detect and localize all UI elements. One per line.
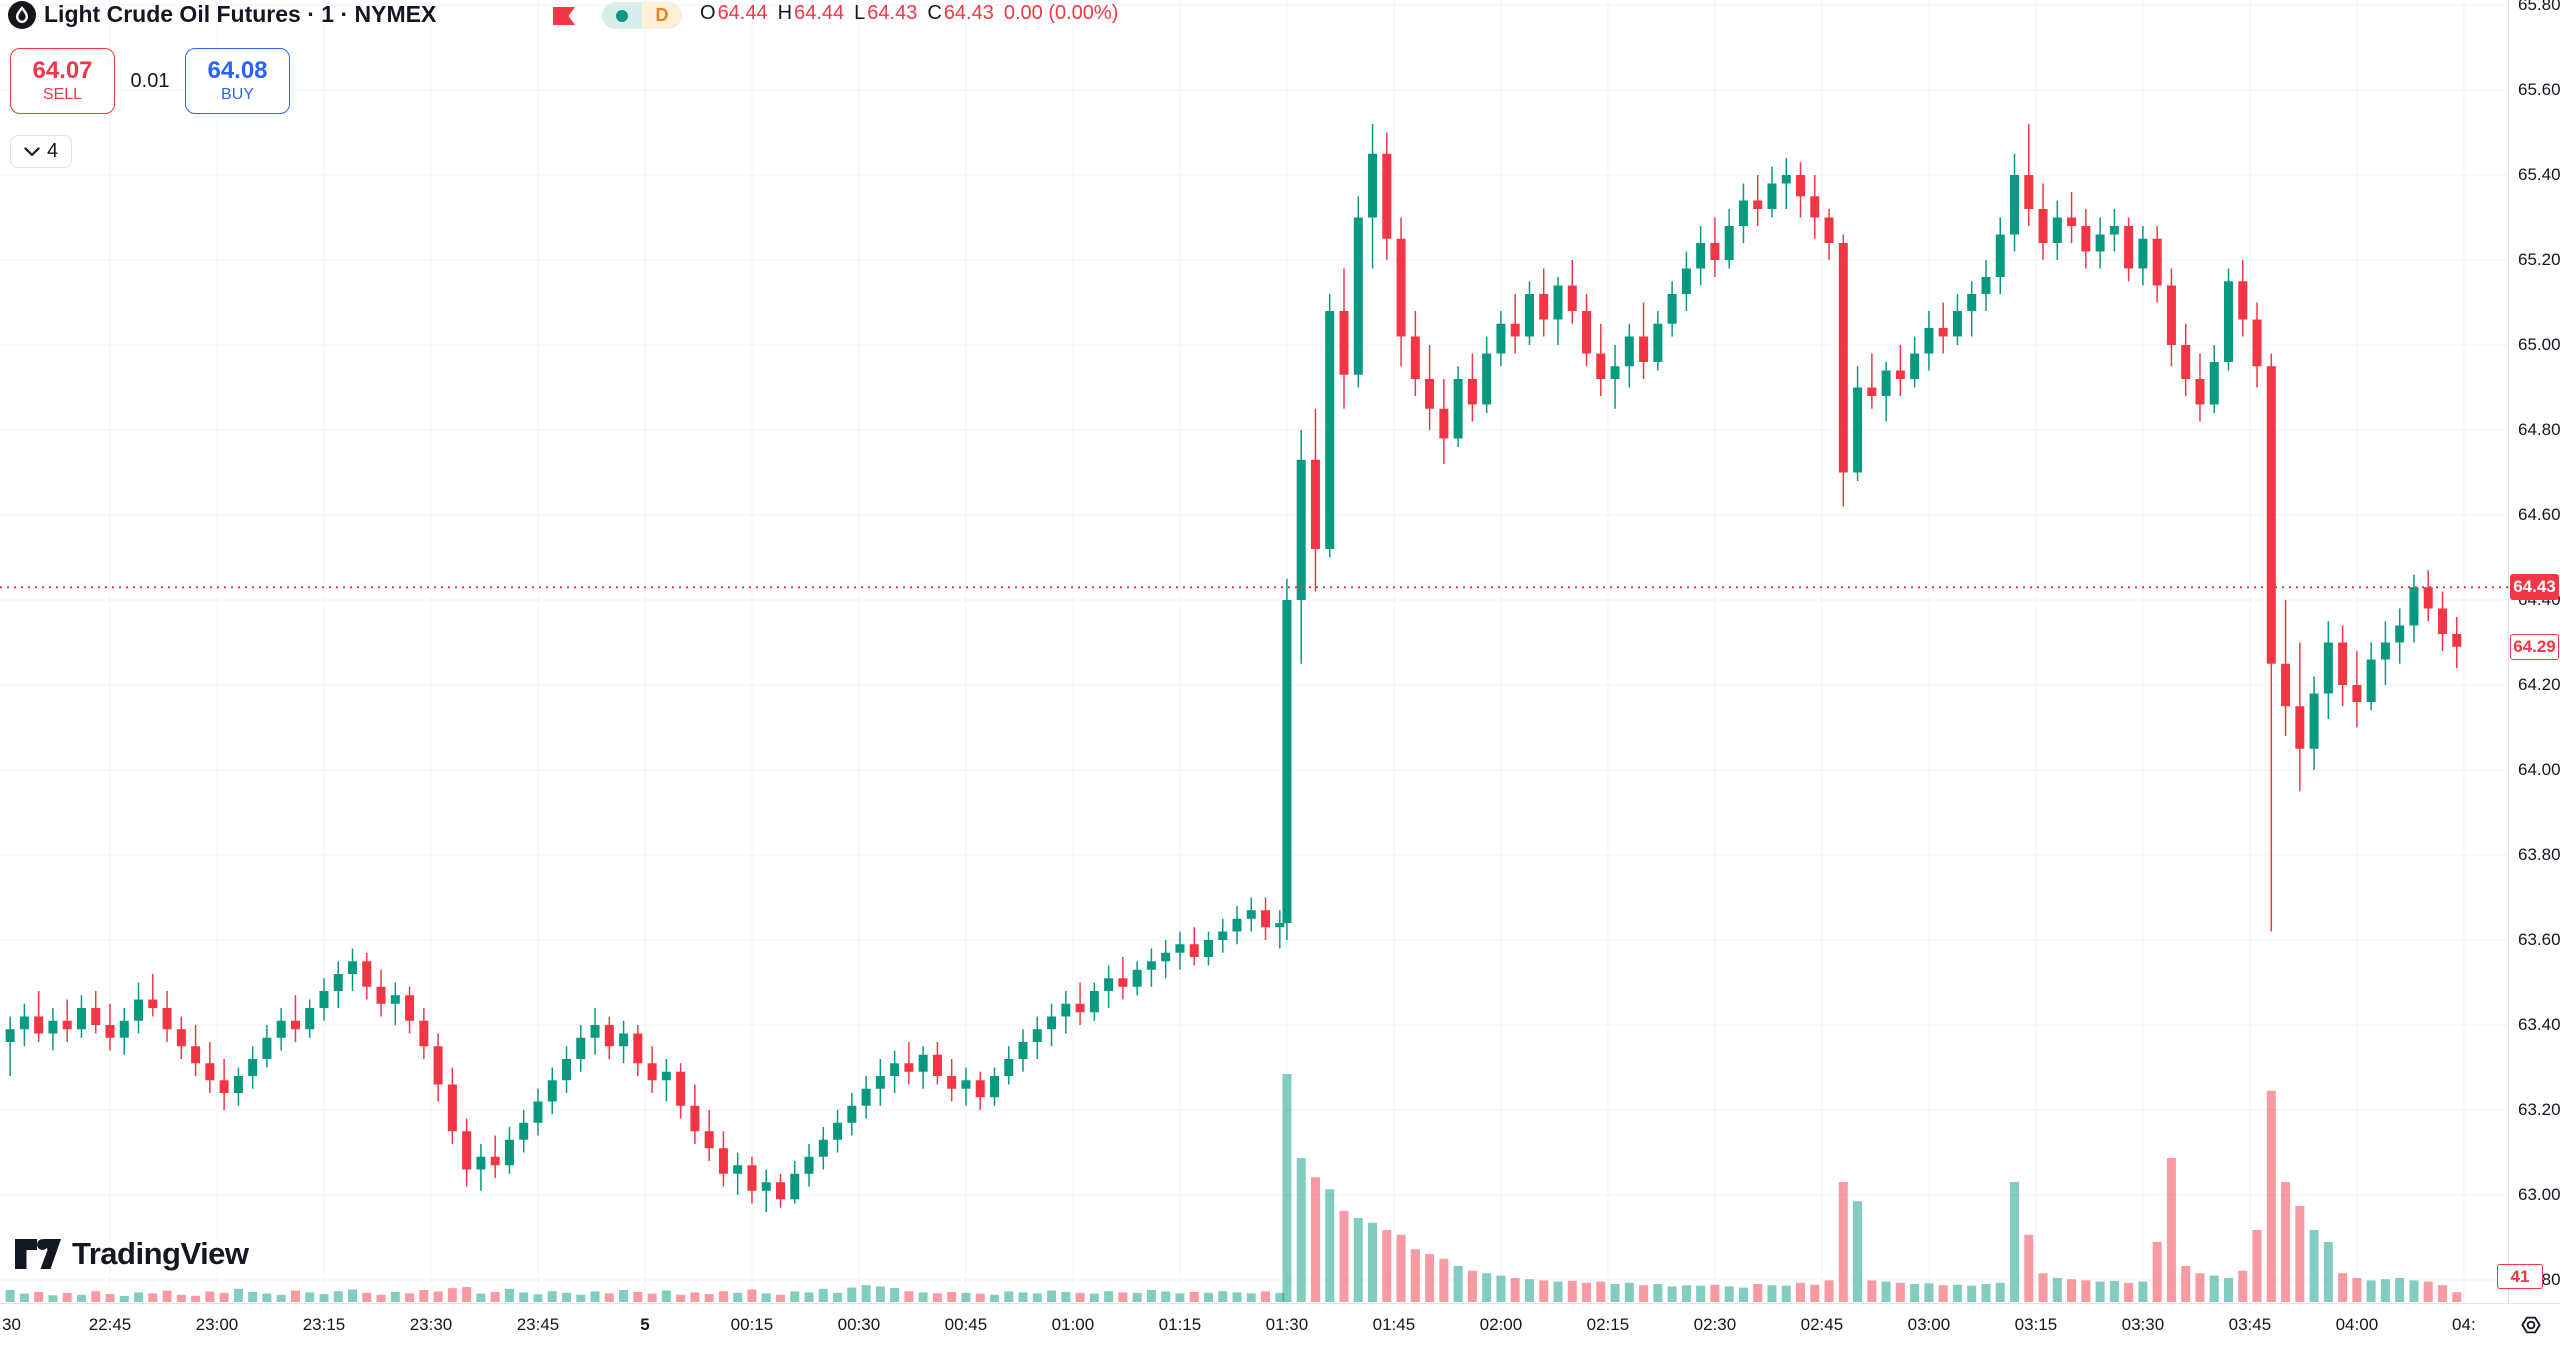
last-price-badge: 64.43 — [2510, 574, 2559, 601]
time-tick-label: 22:45 — [88, 1315, 132, 1334]
tradingview-logo-icon — [15, 1239, 61, 1269]
time-tick-label: 00:45 — [944, 1315, 988, 1334]
sell-label: SELL — [42, 86, 83, 103]
time-tick-label: 00:30 — [837, 1315, 881, 1334]
price-tick-label: 64.60 — [2518, 505, 2560, 524]
time-tick-label: 02:00 — [1479, 1315, 1523, 1334]
chart-settings-gear-icon[interactable] — [2518, 1312, 2544, 1338]
price-tick-label: 65.20 — [2518, 250, 2560, 269]
close-value: 64.43 — [943, 2, 994, 24]
time-tick-label: 01:30 — [1265, 1315, 1309, 1334]
tradingview-watermark[interactable]: TradingView — [14, 1236, 249, 1272]
flag-icon[interactable] — [552, 6, 576, 26]
price-tick-label: 65.80 — [2518, 0, 2560, 14]
price-axis[interactable]: 64.43 64.29 41 65.80 65.60 65.40 65.20 65.00… — [2497, 0, 2560, 1303]
time-axis[interactable]: 30 22:45 23:00 23:15 23:30 23:45 5 00:15 00:30 00… — [0, 1303, 2560, 1349]
time-tick-label: 04:00 — [2335, 1315, 2379, 1334]
price-tick-label: 63.40 — [2518, 1015, 2560, 1034]
price-tick-label: 65.40 — [2518, 165, 2560, 184]
time-tick-label: 23:45 — [516, 1315, 560, 1334]
close-label: C — [927, 2, 942, 24]
bar-close-price-badge: 64.29 — [2510, 633, 2559, 660]
price-tick-label: 63.60 — [2518, 930, 2560, 949]
time-tick-label: 03:15 — [2014, 1315, 2058, 1334]
symbol-title[interactable]: Light Crude Oil Futures · 1 · NYMEX — [44, 1, 437, 27]
price-tick-label: 63.00 — [2518, 1185, 2560, 1204]
object-tree-count: 4 — [46, 140, 59, 162]
time-tick-label: 23:30 — [409, 1315, 453, 1334]
open-value: 64.44 — [717, 2, 768, 24]
time-tick-label: 01:45 — [1372, 1315, 1416, 1334]
high-label: H — [777, 2, 793, 24]
price-tick-label: 64.20 — [2518, 675, 2560, 694]
time-tick-label: 03:30 — [2121, 1315, 2165, 1334]
time-tick-label: 23:15 — [302, 1315, 346, 1334]
chevron-down-icon — [24, 146, 40, 156]
oil-drop-symbol-logo — [8, 1, 36, 29]
time-tick-label: 02:45 — [1800, 1315, 1844, 1334]
object-tree-chip[interactable]: 4 — [10, 135, 72, 168]
time-tick-label: 02:30 — [1693, 1315, 1737, 1334]
buy-label: BUY — [221, 86, 254, 103]
delayed-data-badge[interactable]: D — [642, 2, 682, 29]
ohlc-legend: O 64.44 H 64.44 L 64.43 C 64.43 0.00 (0.00%) — [700, 2, 1120, 25]
price-tick-label: 64.00 — [2518, 760, 2560, 779]
time-tick-label: 03:45 — [2228, 1315, 2272, 1334]
time-tick-label: 03:00 — [1907, 1315, 1951, 1334]
market-status-pills[interactable]: D — [602, 2, 682, 29]
time-tick-label: 00:15 — [730, 1315, 774, 1334]
market-open-indicator[interactable] — [602, 2, 642, 29]
chart-plot-area[interactable] — [0, 0, 2508, 1303]
candlestick-chart[interactable] — [0, 0, 2508, 1303]
volume-layer — [5, 1074, 2462, 1302]
change-value: 0.00 (0.00%) — [1003, 2, 1119, 24]
price-tick-label: 63.80 — [2518, 845, 2560, 864]
volume-value-badge: 41 — [2497, 1264, 2543, 1290]
time-tick-label: 5 — [640, 1315, 650, 1334]
sell-price: 64.07 — [32, 57, 93, 84]
price-tick-label: 65.60 — [2518, 80, 2560, 99]
sell-button[interactable]: 64.07 SELL — [10, 48, 115, 114]
buy-button[interactable]: 64.08 BUY — [185, 48, 290, 114]
open-label: O — [700, 2, 716, 24]
low-value: 64.43 — [867, 2, 918, 24]
price-tick-label: 64.80 — [2518, 420, 2560, 439]
time-tick-label: 04: — [2452, 1315, 2476, 1334]
time-tick-label: 02:15 — [1586, 1315, 1630, 1334]
price-tick-label: 65.00 — [2518, 335, 2560, 354]
high-value: 64.44 — [794, 2, 845, 24]
price-tick-label: 63.20 — [2518, 1100, 2560, 1119]
buy-price: 64.08 — [207, 57, 268, 84]
low-label: L — [854, 2, 866, 24]
candles-layer — [5, 124, 2462, 1212]
time-tick-label: 01:15 — [1158, 1315, 1202, 1334]
grid-layer — [0, 0, 2508, 1303]
spread-value: 0.01 — [130, 70, 170, 92]
market-status-dot-icon — [616, 9, 628, 22]
time-tick-label: 23:00 — [195, 1315, 239, 1334]
tradingview-logo-text: TradingView — [72, 1236, 249, 1271]
time-tick-label: 01:00 — [1051, 1315, 1095, 1334]
time-tick-label: 30 — [2, 1315, 21, 1334]
